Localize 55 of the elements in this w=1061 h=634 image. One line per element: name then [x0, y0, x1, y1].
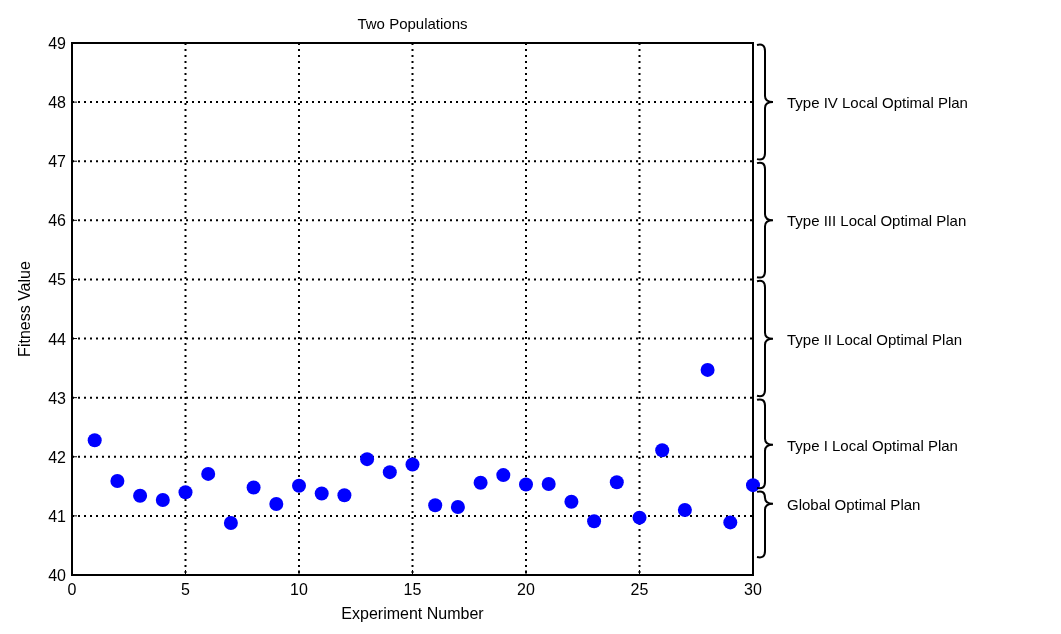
- point: [564, 494, 579, 509]
- point: [428, 498, 443, 513]
- point: [382, 465, 397, 480]
- point: [700, 362, 715, 377]
- point: [269, 497, 284, 512]
- y-axis-title: Fitness Value: [16, 261, 33, 357]
- y-tick-label: 48: [48, 94, 67, 112]
- point: [541, 476, 556, 491]
- point: [292, 478, 306, 493]
- point: [587, 514, 602, 529]
- point: [223, 516, 238, 530]
- point: [746, 478, 760, 493]
- point: [519, 477, 533, 492]
- point: [405, 457, 420, 472]
- point: [450, 500, 465, 515]
- point: [609, 475, 624, 490]
- point: [178, 485, 193, 500]
- y-tick-label: 40: [48, 567, 67, 584]
- y-tick-label: 49: [48, 35, 67, 52]
- point: [723, 515, 738, 530]
- point: [314, 486, 329, 501]
- text: Type IV Local Optimal Plan: [787, 94, 968, 112]
- y-tick-label: 47: [48, 153, 67, 171]
- chart-title: Two Populations: [357, 15, 468, 32]
- y-tick-label: 42: [48, 448, 67, 466]
- text: Global Optimal Plan: [787, 495, 921, 513]
- x-tick-label: 20: [517, 581, 535, 598]
- text: Type I Local Optimal Plan: [787, 436, 958, 454]
- point: [360, 452, 375, 467]
- x-tick-label: 25: [630, 581, 649, 598]
- y-tick-label: 45: [48, 271, 67, 289]
- point: [155, 492, 170, 507]
- x-tick-label: 0: [67, 581, 77, 598]
- point: [87, 433, 102, 448]
- y-tick-label: 41: [48, 507, 67, 525]
- point: [246, 480, 261, 495]
- text: Type II Local Optimal Plan: [787, 330, 963, 348]
- x-tick-label: 10: [290, 581, 308, 598]
- text: Type III Local Optimal Plan: [787, 212, 967, 230]
- point: [201, 466, 216, 481]
- point: [496, 468, 511, 483]
- point: [473, 475, 488, 490]
- point: [337, 488, 352, 503]
- y-tick-label: 43: [48, 389, 67, 407]
- point: [677, 502, 692, 517]
- point: [655, 443, 670, 458]
- point: [133, 488, 148, 503]
- x-tick-label: 30: [744, 581, 762, 598]
- point: [110, 474, 125, 488]
- y-tick-label: 44: [48, 330, 67, 348]
- y-tick-label: 46: [48, 212, 67, 230]
- x-tick-label: 15: [403, 581, 422, 598]
- point: [632, 510, 647, 525]
- x-tick-label: 5: [181, 581, 191, 598]
- x-axis-title: Experiment Number: [341, 605, 485, 622]
